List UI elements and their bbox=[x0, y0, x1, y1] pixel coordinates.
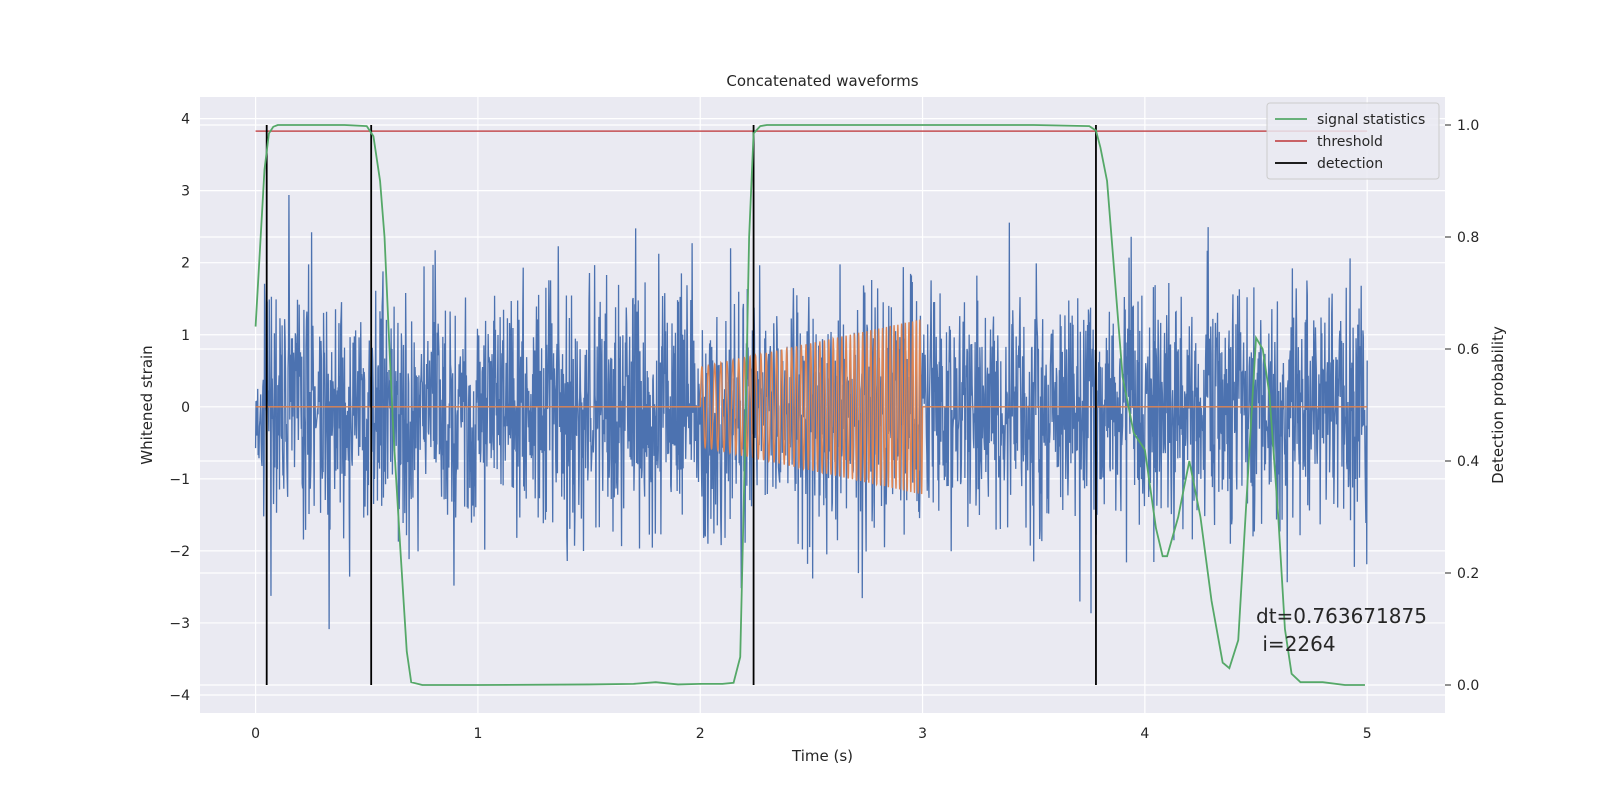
plot-area bbox=[200, 97, 1445, 713]
x-tick-label: 2 bbox=[696, 726, 705, 742]
y2-tick-label: 1.0 bbox=[1457, 118, 1479, 134]
legend-label-detection: detection bbox=[1317, 156, 1383, 172]
y-tick-label: −2 bbox=[169, 544, 190, 560]
x-tick-label: 5 bbox=[1363, 726, 1372, 742]
x-tick-label: 4 bbox=[1140, 726, 1149, 742]
legend: signal statistics threshold detection bbox=[1266, 102, 1440, 180]
y-tick-label: −3 bbox=[169, 616, 190, 632]
y-tick-label: 3 bbox=[181, 184, 190, 200]
y-tick-label: −1 bbox=[169, 472, 190, 488]
x-tick-label: 3 bbox=[918, 726, 927, 742]
annotation-dt: dt=0.763671875 bbox=[1256, 604, 1427, 628]
signal-statistics-series-line bbox=[254, 124, 1365, 686]
x-axis-ticks: 0 1 2 3 4 5 bbox=[251, 726, 1372, 742]
y-tick-label: 1 bbox=[181, 328, 190, 344]
y2-tick-label: 0.2 bbox=[1457, 566, 1479, 582]
waveform-series-line bbox=[255, 319, 1368, 495]
y-tick-label: 2 bbox=[181, 256, 190, 272]
y-tick-label: 4 bbox=[181, 112, 190, 128]
y2-axis-label: Detection probability bbox=[1489, 326, 1507, 484]
detection-lines bbox=[265, 125, 1097, 685]
legend-box bbox=[1266, 102, 1440, 180]
y-axis-ticks: −4 −3 −2 −1 0 1 2 3 4 bbox=[169, 112, 190, 704]
y2-tick-label: 0.4 bbox=[1457, 454, 1479, 470]
y2-tick-label: 0.0 bbox=[1457, 678, 1479, 694]
y2-tick-label: 0.8 bbox=[1457, 230, 1479, 246]
y-axis-label: Whitened strain bbox=[138, 345, 156, 464]
x-tick-label: 0 bbox=[251, 726, 260, 742]
strain-series-line bbox=[254, 194, 1368, 630]
y2-axis-ticks: 0.0 0.2 0.4 0.6 0.8 1.0 bbox=[1445, 118, 1479, 694]
chart-title: Concatenated waveforms bbox=[726, 72, 918, 90]
y2-tick-label: 0.6 bbox=[1457, 342, 1479, 358]
y-tick-label: −4 bbox=[169, 688, 190, 704]
legend-label-threshold: threshold bbox=[1317, 134, 1383, 150]
x-tick-label: 1 bbox=[473, 726, 482, 742]
annotation-index: i=2264 bbox=[1256, 632, 1336, 656]
y-tick-label: 0 bbox=[181, 400, 190, 416]
legend-label-signal-statistics: signal statistics bbox=[1317, 112, 1425, 128]
x-axis-label: Time (s) bbox=[791, 747, 853, 765]
